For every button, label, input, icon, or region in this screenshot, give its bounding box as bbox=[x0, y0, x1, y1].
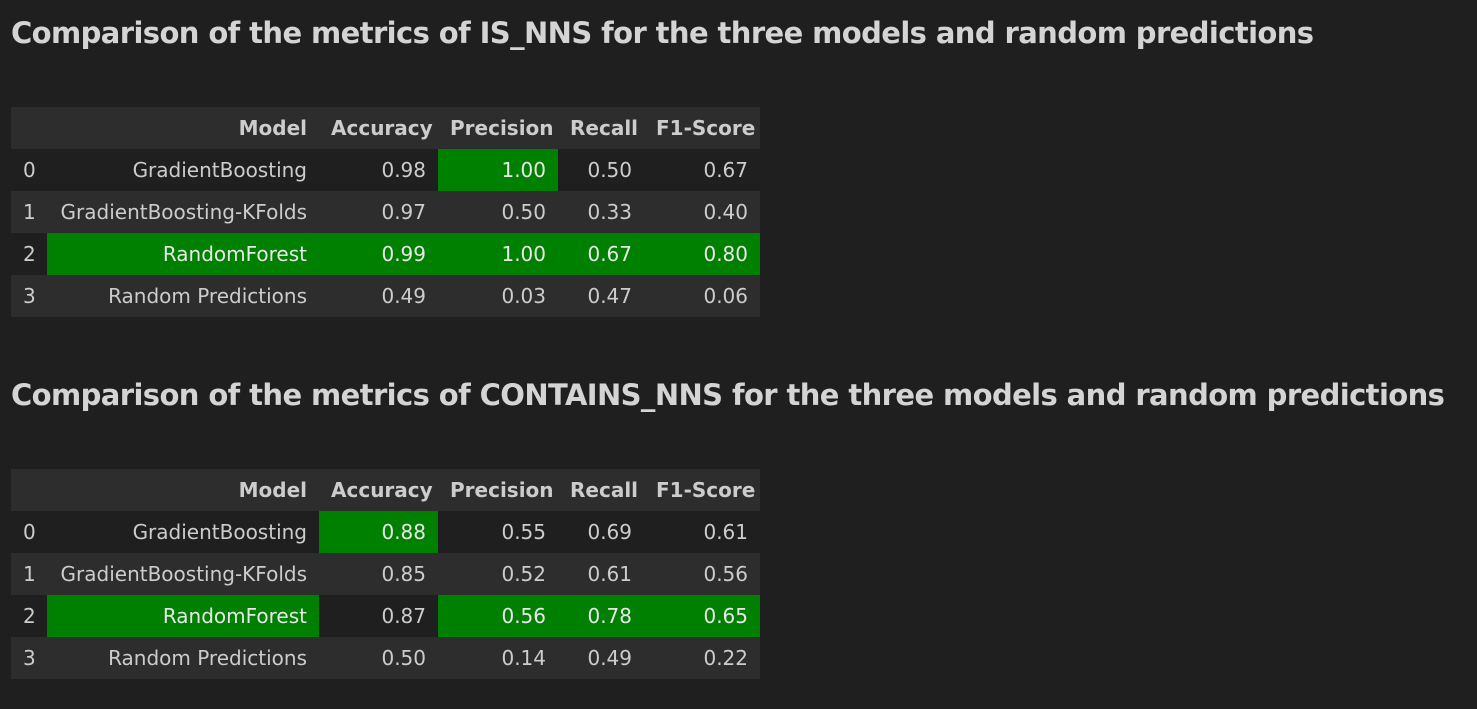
index-header bbox=[11, 107, 47, 149]
accuracy-cell: 0.85 bbox=[381, 562, 426, 586]
is-nns-section: Comparison of the metrics of IS_NNS for … bbox=[11, 0, 1314, 317]
f1-score-cell: 0.67 bbox=[703, 158, 748, 182]
accuracy-cell: 0.50 bbox=[381, 646, 426, 670]
f1-score-cell: 0.06 bbox=[703, 284, 748, 308]
table-row: 0 GradientBoosting 0.88 0.55 0.69 0.61 bbox=[11, 511, 760, 553]
recall-cell: 0.47 bbox=[587, 284, 632, 308]
header-row: Model Accuracy Precision Recall F1-Score bbox=[11, 107, 760, 149]
precision-cell: 0.50 bbox=[501, 200, 546, 224]
row-index: 1 bbox=[23, 200, 36, 224]
model-header: Model bbox=[238, 478, 307, 502]
row-index: 0 bbox=[23, 520, 36, 544]
recall-cell: 0.69 bbox=[587, 520, 632, 544]
accuracy-header: Accuracy bbox=[331, 116, 433, 140]
row-index: 3 bbox=[23, 284, 36, 308]
f1-score-cell: 0.80 bbox=[644, 233, 760, 275]
table-row: 1 GradientBoosting-KFolds 0.85 0.52 0.61… bbox=[11, 553, 760, 595]
f1-score-header: F1-Score bbox=[656, 116, 756, 140]
accuracy-cell: 0.49 bbox=[381, 284, 426, 308]
table-row: 1 GradientBoosting-KFolds 0.97 0.50 0.33… bbox=[11, 191, 760, 233]
row-index: 2 bbox=[23, 604, 36, 628]
model-cell: RandomForest bbox=[47, 233, 319, 275]
table-row: 2 RandomForest 0.87 0.56 0.78 0.65 bbox=[11, 595, 760, 637]
table-row: 3 Random Predictions 0.50 0.14 0.49 0.22 bbox=[11, 637, 760, 679]
precision-cell: 0.03 bbox=[501, 284, 546, 308]
section-title: Comparison of the metrics of IS_NNS for … bbox=[11, 16, 1314, 50]
table-row: 3 Random Predictions 0.49 0.03 0.47 0.06 bbox=[11, 275, 760, 317]
recall-header: Recall bbox=[570, 116, 639, 140]
recall-cell: 0.78 bbox=[558, 595, 644, 637]
metrics-table: Model Accuracy Precision Recall F1-Score… bbox=[11, 107, 760, 317]
model-header: Model bbox=[238, 116, 307, 140]
f1-score-cell: 0.22 bbox=[703, 646, 748, 670]
model-cell: GradientBoosting-KFolds bbox=[60, 562, 307, 586]
precision-cell: 1.00 bbox=[438, 149, 558, 191]
precision-cell: 0.55 bbox=[501, 520, 546, 544]
recall-cell: 0.61 bbox=[587, 562, 632, 586]
recall-cell: 0.50 bbox=[587, 158, 632, 182]
precision-header: Precision bbox=[450, 478, 554, 502]
accuracy-header: Accuracy bbox=[331, 478, 433, 502]
model-cell: GradientBoosting bbox=[132, 158, 307, 182]
precision-cell: 0.14 bbox=[501, 646, 546, 670]
model-cell: RandomForest bbox=[47, 595, 319, 637]
metrics-table: Model Accuracy Precision Recall F1-Score… bbox=[11, 469, 760, 679]
accuracy-cell: 0.98 bbox=[381, 158, 426, 182]
table-row: 0 GradientBoosting 0.98 1.00 0.50 0.67 bbox=[11, 149, 760, 191]
recall-cell: 0.33 bbox=[587, 200, 632, 224]
recall-header: Recall bbox=[570, 478, 639, 502]
f1-score-cell: 0.61 bbox=[703, 520, 748, 544]
row-index: 3 bbox=[23, 646, 36, 670]
precision-cell: 0.52 bbox=[501, 562, 546, 586]
row-index: 0 bbox=[23, 158, 36, 182]
index-header bbox=[11, 469, 47, 511]
accuracy-cell: 0.99 bbox=[319, 233, 438, 275]
section-title: Comparison of the metrics of CONTAINS_NN… bbox=[11, 378, 1445, 412]
precision-cell: 1.00 bbox=[438, 233, 558, 275]
model-cell: Random Predictions bbox=[108, 284, 307, 308]
f1-score-header: F1-Score bbox=[656, 478, 756, 502]
precision-header: Precision bbox=[450, 116, 554, 140]
table-row: 2 RandomForest 0.99 1.00 0.67 0.80 bbox=[11, 233, 760, 275]
recall-cell: 0.67 bbox=[558, 233, 644, 275]
contains-nns-section: Comparison of the metrics of CONTAINS_NN… bbox=[11, 362, 1445, 679]
precision-cell: 0.56 bbox=[438, 595, 558, 637]
accuracy-cell: 0.88 bbox=[319, 511, 438, 553]
header-row: Model Accuracy Precision Recall F1-Score bbox=[11, 469, 760, 511]
f1-score-cell: 0.56 bbox=[703, 562, 748, 586]
row-index: 2 bbox=[23, 242, 36, 266]
accuracy-cell: 0.87 bbox=[381, 604, 426, 628]
f1-score-cell: 0.65 bbox=[644, 595, 760, 637]
accuracy-cell: 0.97 bbox=[381, 200, 426, 224]
f1-score-cell: 0.40 bbox=[703, 200, 748, 224]
model-cell: GradientBoosting bbox=[132, 520, 307, 544]
model-cell: Random Predictions bbox=[108, 646, 307, 670]
recall-cell: 0.49 bbox=[587, 646, 632, 670]
model-cell: GradientBoosting-KFolds bbox=[60, 200, 307, 224]
row-index: 1 bbox=[23, 562, 36, 586]
